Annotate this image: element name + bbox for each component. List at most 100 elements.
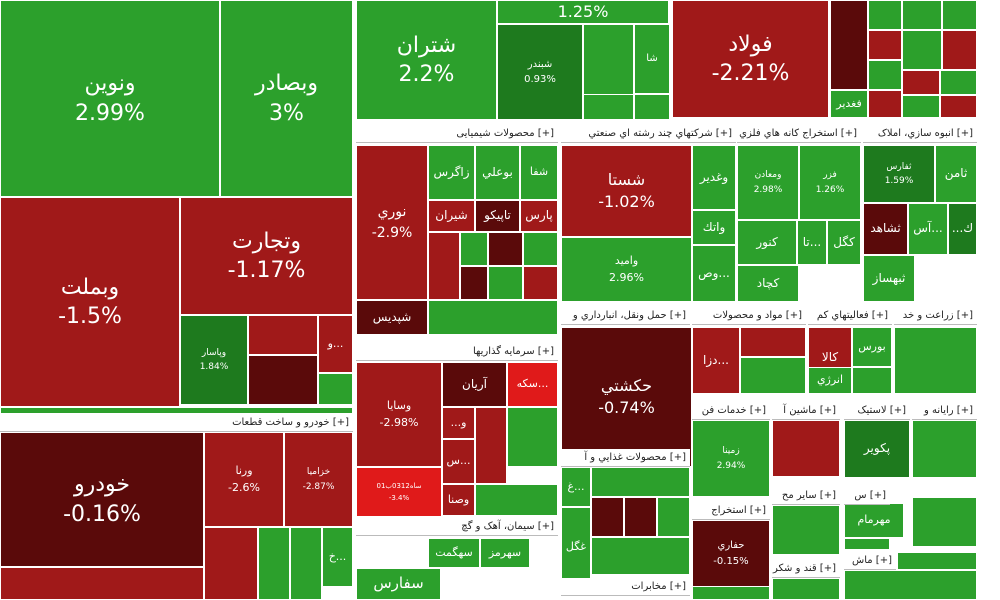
stock-tile[interactable]: وص...: [692, 245, 736, 302]
stock-tile[interactable]: ثبهساز: [863, 255, 915, 302]
sector-header[interactable]: انبوه سازي، املاک [+]: [863, 125, 977, 143]
treemap-cell[interactable]: [591, 497, 624, 537]
treemap-cell[interactable]: [428, 300, 558, 335]
treemap-cell[interactable]: [868, 30, 902, 60]
treemap-cell[interactable]: [204, 527, 258, 600]
treemap-cell[interactable]: [523, 266, 558, 300]
stock-tile[interactable]: خ...: [322, 527, 353, 587]
treemap-cell[interactable]: [591, 467, 690, 497]
treemap-cell[interactable]: [852, 367, 892, 394]
sector-header[interactable]: لاستیک [+]: [844, 402, 910, 420]
stock-tile[interactable]: پارس: [520, 200, 558, 232]
sector-header[interactable]: سرمایه گذاریها [+]: [356, 343, 558, 361]
treemap-cell[interactable]: [460, 232, 488, 266]
treemap-cell[interactable]: [591, 537, 690, 575]
stock-tile[interactable]: ونوين 2.99%: [0, 0, 220, 197]
stock-tile[interactable]: زاگرس: [428, 145, 475, 200]
sector-header[interactable]: مواد و محصولات [+]: [692, 307, 806, 325]
sector-header[interactable]: خودرو و ساخت قطعات [+]: [0, 414, 353, 432]
stock-tile[interactable]: حكشتي -0.74%: [561, 327, 692, 467]
stock-tile[interactable]: فغدير: [830, 90, 868, 118]
sector-header[interactable]: خدمات فن [+]: [692, 402, 770, 420]
sector-header[interactable]: حمل ونقل، انبارداري و [+]: [561, 307, 690, 325]
treemap-cell[interactable]: [902, 95, 940, 118]
stock-tile[interactable]: كگل: [827, 220, 861, 265]
treemap-cell[interactable]: [248, 315, 318, 355]
treemap-cell[interactable]: [740, 327, 806, 357]
treemap-cell[interactable]: [507, 407, 558, 467]
treemap-cell[interactable]: [902, 70, 940, 95]
treemap-cell[interactable]: [258, 527, 290, 600]
treemap-cell[interactable]: [583, 94, 634, 120]
treemap-cell[interactable]: [740, 357, 806, 394]
stock-tile[interactable]: دزا...: [692, 327, 740, 394]
stock-tile[interactable]: شستا -1.02%: [561, 145, 692, 237]
treemap-cell[interactable]: [868, 0, 902, 30]
stock-tile[interactable]: شبندر 0.93%: [497, 24, 583, 120]
treemap-cell[interactable]: [844, 570, 977, 600]
stock-tile[interactable]: زمينا 2.94%: [692, 420, 770, 497]
stock-tile[interactable]: آس...: [908, 203, 948, 255]
treemap-cell[interactable]: [657, 497, 690, 537]
stock-tile[interactable]: پكوير: [844, 420, 910, 478]
stock-tile[interactable]: كنور: [737, 220, 797, 265]
stock-tile[interactable]: ومعادن 2.98%: [737, 145, 799, 220]
treemap-cell[interactable]: [894, 327, 977, 394]
treemap-cell[interactable]: [488, 232, 523, 266]
stock-tile[interactable]: وبملت -1.5%: [0, 197, 180, 407]
treemap-cell[interactable]: [634, 94, 670, 120]
stock-tile[interactable]: وصنا: [442, 484, 475, 516]
stock-tile[interactable]: شيران: [428, 200, 475, 232]
sector-header[interactable]: استخراج کانه هاي فلزي [+]: [737, 125, 861, 143]
stock-tile[interactable]: سهرمز: [480, 538, 530, 568]
treemap-cell[interactable]: [0, 407, 353, 414]
stock-tile[interactable]: 1.25%: [497, 0, 669, 24]
stock-tile[interactable]: وبصادر 3%: [220, 0, 353, 197]
treemap-cell[interactable]: [902, 0, 942, 30]
stock-tile[interactable]: ساه0312ب01 -3.4%: [356, 467, 442, 517]
stock-tile[interactable]: شتران 2.2%: [356, 0, 497, 120]
sector-header[interactable]: ماش [+]: [844, 552, 896, 570]
stock-tile[interactable]: وتجارت -1.17%: [180, 197, 353, 315]
treemap-cell[interactable]: [897, 552, 977, 570]
sector-header[interactable]: قند و شکر [+]: [772, 560, 840, 578]
treemap-cell[interactable]: [475, 407, 507, 484]
stock-tile[interactable]: ثامن: [935, 145, 977, 203]
stock-tile[interactable]: سفارس: [356, 568, 441, 600]
stock-tile[interactable]: غگل: [561, 507, 591, 587]
treemap-cell[interactable]: [902, 30, 942, 70]
stock-tile[interactable]: كچاد: [737, 265, 799, 302]
stock-tile[interactable]: وغدير: [692, 145, 736, 210]
treemap-cell[interactable]: [940, 95, 977, 118]
stock-tile[interactable]: تاپيكو: [475, 200, 520, 232]
stock-tile[interactable]: واميد 2.96%: [561, 237, 692, 302]
stock-tile[interactable]: ...و: [442, 407, 475, 439]
stock-tile[interactable]: تا...: [797, 220, 827, 265]
treemap-cell[interactable]: [0, 567, 204, 600]
treemap-cell[interactable]: [772, 420, 840, 477]
stock-tile[interactable]: شا: [634, 24, 670, 94]
stock-tile[interactable]: ثفارس 1.59%: [863, 145, 935, 203]
treemap-cell[interactable]: [868, 60, 902, 90]
treemap-cell[interactable]: [624, 497, 657, 537]
stock-tile[interactable]: سكه...: [507, 362, 558, 407]
stock-tile[interactable]: وپاسار 1.84%: [180, 315, 248, 405]
sector-header[interactable]: سیمان، آهک و گچ [+]: [356, 518, 558, 536]
treemap-cell[interactable]: [868, 90, 902, 118]
sector-header[interactable]: فعالیتهاي کم [+]: [808, 307, 892, 325]
treemap-cell[interactable]: [428, 232, 460, 300]
sector-header[interactable]: محصولات شیمیایی [+]: [356, 125, 558, 143]
stock-tile[interactable]: واتك: [692, 210, 736, 245]
stock-tile[interactable]: آريان: [442, 362, 507, 407]
stock-tile[interactable]: غ...: [561, 467, 591, 507]
treemap-cell[interactable]: [912, 497, 977, 547]
stock-tile[interactable]: و...: [318, 315, 353, 373]
stock-tile[interactable]: سهگمت: [428, 538, 480, 568]
treemap-cell[interactable]: [290, 527, 322, 600]
stock-tile[interactable]: ...ك: [948, 203, 977, 255]
treemap-cell[interactable]: [942, 0, 977, 30]
sector-header[interactable]: زراعت و خد [+]: [894, 307, 977, 325]
treemap-cell[interactable]: [844, 538, 890, 550]
stock-tile[interactable]: فزر 1.26%: [799, 145, 861, 220]
sector-header[interactable]: شرکتهاي چند رشته اي صنعتي [+]: [561, 125, 736, 143]
